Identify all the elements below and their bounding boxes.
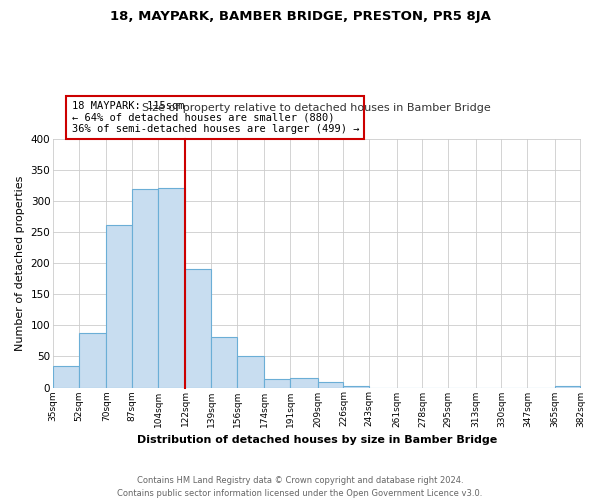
Bar xyxy=(132,189,158,388)
Bar xyxy=(317,382,343,388)
Text: Contains HM Land Registry data © Crown copyright and database right 2024.
Contai: Contains HM Land Registry data © Crown c… xyxy=(118,476,482,498)
Bar xyxy=(211,337,237,388)
Bar xyxy=(343,386,369,388)
Text: 18 MAYPARK: 115sqm
← 64% of detached houses are smaller (880)
36% of semi-detach: 18 MAYPARK: 115sqm ← 64% of detached hou… xyxy=(71,100,359,134)
Bar xyxy=(53,366,79,388)
Text: 18, MAYPARK, BAMBER BRIDGE, PRESTON, PR5 8JA: 18, MAYPARK, BAMBER BRIDGE, PRESTON, PR5… xyxy=(110,10,490,23)
Bar xyxy=(237,356,265,388)
Bar xyxy=(290,378,317,388)
Bar xyxy=(265,379,290,388)
Bar xyxy=(79,334,106,388)
X-axis label: Distribution of detached houses by size in Bamber Bridge: Distribution of detached houses by size … xyxy=(137,435,497,445)
Bar xyxy=(185,270,211,388)
Bar xyxy=(158,188,185,388)
Title: Size of property relative to detached houses in Bamber Bridge: Size of property relative to detached ho… xyxy=(142,103,491,113)
Bar xyxy=(554,386,580,388)
Y-axis label: Number of detached properties: Number of detached properties xyxy=(15,176,25,351)
Bar xyxy=(106,226,132,388)
